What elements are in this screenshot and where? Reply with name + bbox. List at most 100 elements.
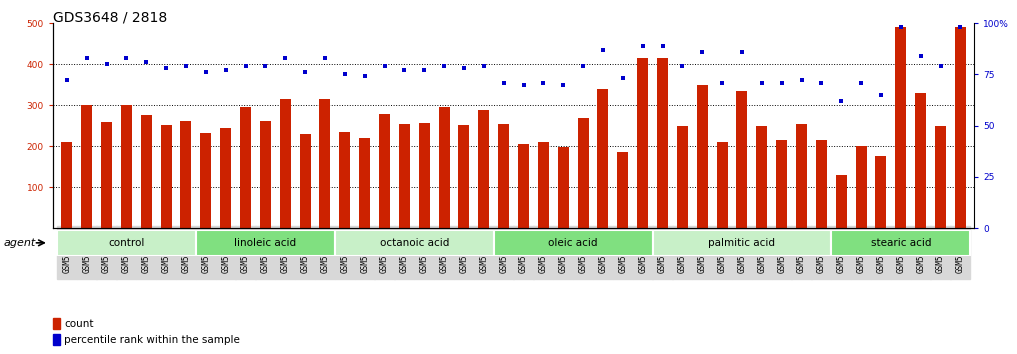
Bar xyxy=(617,152,629,228)
Bar xyxy=(597,89,608,228)
Bar xyxy=(280,99,291,228)
Point xyxy=(516,82,532,87)
Point xyxy=(535,80,551,85)
Bar xyxy=(260,121,271,228)
Bar xyxy=(697,85,708,228)
Bar xyxy=(895,27,906,228)
Point xyxy=(218,67,234,73)
Bar xyxy=(677,126,687,228)
Bar xyxy=(419,123,430,228)
Bar xyxy=(578,118,589,228)
Bar xyxy=(836,175,847,228)
Point xyxy=(873,92,889,98)
Text: GDS3648 / 2818: GDS3648 / 2818 xyxy=(53,11,167,25)
Bar xyxy=(915,93,926,228)
Text: octanoic acid: octanoic acid xyxy=(379,238,448,248)
Point xyxy=(99,61,115,67)
Bar xyxy=(736,91,747,228)
Point xyxy=(495,80,512,85)
Bar xyxy=(935,126,946,228)
Bar xyxy=(538,142,549,228)
Point xyxy=(476,63,492,69)
Point xyxy=(575,63,591,69)
Bar xyxy=(796,124,806,228)
Bar xyxy=(101,121,112,228)
Point xyxy=(694,49,710,55)
Point xyxy=(595,47,611,52)
Text: oleic acid: oleic acid xyxy=(548,238,598,248)
Text: count: count xyxy=(64,319,94,329)
Bar xyxy=(459,125,470,228)
Point xyxy=(774,80,790,85)
Point xyxy=(674,63,691,69)
Bar xyxy=(57,230,196,256)
Bar xyxy=(180,121,191,228)
Bar xyxy=(61,142,72,228)
Point xyxy=(614,76,631,81)
Point xyxy=(118,55,134,61)
Bar xyxy=(757,126,767,228)
Bar xyxy=(438,107,450,228)
Bar xyxy=(81,105,93,228)
Bar xyxy=(653,230,831,256)
Bar xyxy=(717,142,727,228)
Bar xyxy=(300,134,310,228)
Point xyxy=(337,72,353,77)
Bar xyxy=(359,138,370,228)
Text: percentile rank within the sample: percentile rank within the sample xyxy=(64,335,240,345)
Point xyxy=(734,49,751,55)
Point xyxy=(952,24,968,30)
Bar xyxy=(200,133,212,228)
Bar xyxy=(493,230,653,256)
Point xyxy=(357,74,373,79)
Point xyxy=(793,78,810,83)
Point xyxy=(912,53,929,59)
Point xyxy=(237,63,253,69)
Point xyxy=(714,80,730,85)
Point xyxy=(317,55,334,61)
Point xyxy=(754,80,770,85)
Bar xyxy=(557,147,569,228)
Point xyxy=(814,80,830,85)
Point xyxy=(555,82,572,87)
Point xyxy=(197,69,214,75)
Point xyxy=(654,43,670,48)
Bar xyxy=(121,105,132,228)
Bar xyxy=(221,128,231,228)
Point xyxy=(277,55,293,61)
Text: control: control xyxy=(108,238,144,248)
Bar xyxy=(955,27,966,228)
Point xyxy=(138,59,155,65)
Bar xyxy=(319,99,331,228)
Point xyxy=(456,65,472,71)
Bar xyxy=(776,140,787,228)
Point xyxy=(853,80,870,85)
Point xyxy=(893,24,909,30)
Point xyxy=(59,78,75,83)
Bar xyxy=(161,125,172,228)
Point xyxy=(297,69,313,75)
Bar xyxy=(855,146,866,228)
Bar xyxy=(240,107,251,228)
Bar xyxy=(196,230,335,256)
Bar xyxy=(831,230,970,256)
Bar xyxy=(399,124,410,228)
Text: palmitic acid: palmitic acid xyxy=(709,238,775,248)
Point xyxy=(178,63,194,69)
Bar xyxy=(335,230,493,256)
Text: agent: agent xyxy=(3,238,36,248)
Point xyxy=(933,63,949,69)
Point xyxy=(376,63,393,69)
Point xyxy=(833,98,849,104)
Point xyxy=(416,67,432,73)
Bar xyxy=(478,110,489,228)
Point xyxy=(436,63,453,69)
Point xyxy=(397,67,413,73)
Point xyxy=(635,43,651,48)
Bar xyxy=(53,334,60,346)
Bar xyxy=(876,156,887,228)
Bar xyxy=(518,144,529,228)
Point xyxy=(158,65,174,71)
Text: stearic acid: stearic acid xyxy=(871,238,931,248)
Text: linoleic acid: linoleic acid xyxy=(234,238,296,248)
